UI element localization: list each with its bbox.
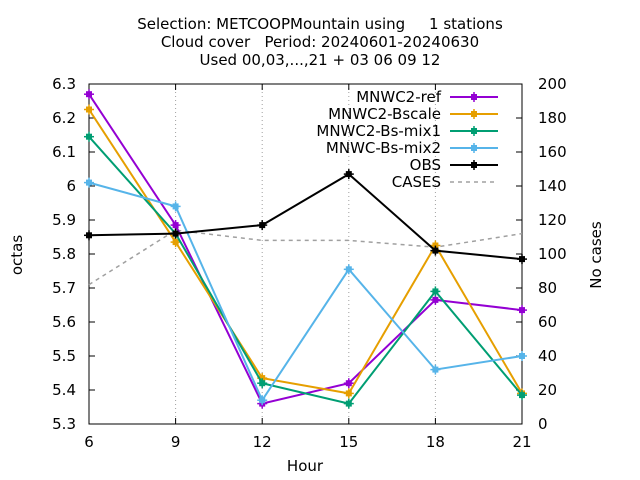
- series-line: [88, 108, 523, 395]
- chart-title-line-1: Selection: METCOOPMountain using 1 stati…: [137, 15, 503, 33]
- data-point: [84, 89, 94, 100]
- data-point: [517, 390, 527, 401]
- data-point: [430, 245, 441, 256]
- y-tick-label: 5.8: [52, 245, 76, 263]
- y2-tick-label: 40: [538, 347, 557, 365]
- x-axis-label: Hour: [287, 457, 324, 475]
- data-point: [84, 230, 94, 241]
- data-point: [170, 237, 181, 248]
- data-point: [517, 305, 527, 316]
- data-point: [430, 364, 441, 375]
- x-tick-label: 15: [339, 433, 358, 451]
- data-point: [469, 126, 479, 136]
- y2-tick-label: 100: [538, 245, 567, 263]
- data-point: [170, 220, 181, 231]
- y-tick-label: 5.7: [52, 279, 76, 297]
- series-line: [88, 136, 523, 405]
- data-point: [343, 378, 354, 389]
- legend-label: MNWC2-ref: [356, 88, 441, 106]
- y2-tick-label: 160: [538, 143, 567, 161]
- chart-title-line-2: Cloud cover Period: 20240601-20240630: [160, 33, 480, 51]
- x-tick-label: 18: [426, 433, 445, 451]
- y-tick-label: 5.6: [52, 313, 76, 331]
- y2-tick-label: 60: [538, 313, 557, 331]
- data-point: [430, 286, 441, 297]
- data-point: [517, 254, 527, 265]
- data-point: [170, 201, 181, 212]
- y-tick-label: 6.3: [52, 75, 76, 93]
- y2-tick-label: 120: [538, 211, 567, 229]
- y2-tick-label: 140: [538, 177, 567, 195]
- legend: MNWC2-refMNWC2-BscaleMNWC2-Bs-mix1MNWC-B…: [316, 88, 498, 191]
- data-point: [84, 131, 94, 142]
- legend-label: MNWC-Bs-mix2: [326, 139, 441, 157]
- data-point: [430, 294, 441, 305]
- y-axis-label: octas: [8, 235, 26, 275]
- series-line: [88, 172, 523, 261]
- y-tick-label: 5.5: [52, 347, 76, 365]
- y2-tick-label: 200: [538, 75, 567, 93]
- legend-label: MNWC2-Bs-mix1: [316, 122, 441, 140]
- x-tick-label: 9: [171, 433, 181, 451]
- series-line: [88, 229, 523, 286]
- grid-layer: [175, 84, 436, 424]
- data-point: [469, 143, 479, 153]
- legend-label: MNWC2-Bscale: [328, 105, 441, 123]
- legend-entry: MNWC2-ref: [356, 88, 498, 106]
- y2-tick-label: 180: [538, 109, 567, 127]
- legend-label: OBS: [410, 156, 441, 174]
- data-point: [257, 378, 268, 389]
- axes-layer: 5.3 5.4 5.5 5.6 5.7 5.8 5.9 6 6.1 6.2 6.3 0 20 40 60 80…: [52, 75, 567, 451]
- series-line: [88, 93, 523, 405]
- y-tick-label: 6.2: [52, 109, 76, 127]
- x-tick-label: 6: [84, 433, 94, 451]
- chart-title-line-3: Used 00,03,...,21 + 03 06 09 12: [199, 51, 441, 69]
- data-point: [517, 351, 527, 361]
- data-point: [84, 177, 94, 188]
- data-point: [469, 109, 479, 119]
- y2-axis-label: No cases: [587, 221, 605, 289]
- data-point: [343, 169, 354, 180]
- legend-entry: MNWC2-Bs-mix1: [316, 122, 498, 140]
- data-point: [257, 395, 268, 406]
- legend-label: CASES: [392, 173, 441, 191]
- series-layer: [84, 89, 527, 409]
- y-tick-label: 6.1: [52, 143, 76, 161]
- data-point: [84, 104, 94, 115]
- plot-border: [88, 83, 523, 425]
- data-point: [469, 160, 479, 170]
- x-tick-label: 12: [253, 433, 272, 451]
- y-tick-label: 6: [66, 177, 76, 195]
- legend-entry: MNWC2-Bscale: [328, 105, 498, 123]
- legend-entry: CASES: [392, 173, 498, 191]
- data-point: [343, 398, 354, 409]
- data-point: [170, 228, 181, 239]
- series-line: [88, 181, 523, 403]
- legend-entry: MNWC-Bs-mix2: [326, 139, 498, 157]
- y-tick-label: 5.4: [52, 381, 76, 399]
- y-tick-label: 5.3: [52, 415, 76, 433]
- y2-tick-label: 80: [538, 279, 557, 297]
- data-point: [469, 92, 479, 102]
- y2-tick-label: 0: [538, 415, 548, 433]
- data-point: [343, 388, 354, 399]
- y2-tick-label: 20: [538, 381, 557, 399]
- y-tick-label: 5.9: [52, 211, 76, 229]
- legend-entry: OBS: [410, 156, 498, 174]
- data-point: [343, 264, 354, 275]
- data-point: [257, 220, 268, 231]
- x-tick-label: 21: [512, 433, 531, 451]
